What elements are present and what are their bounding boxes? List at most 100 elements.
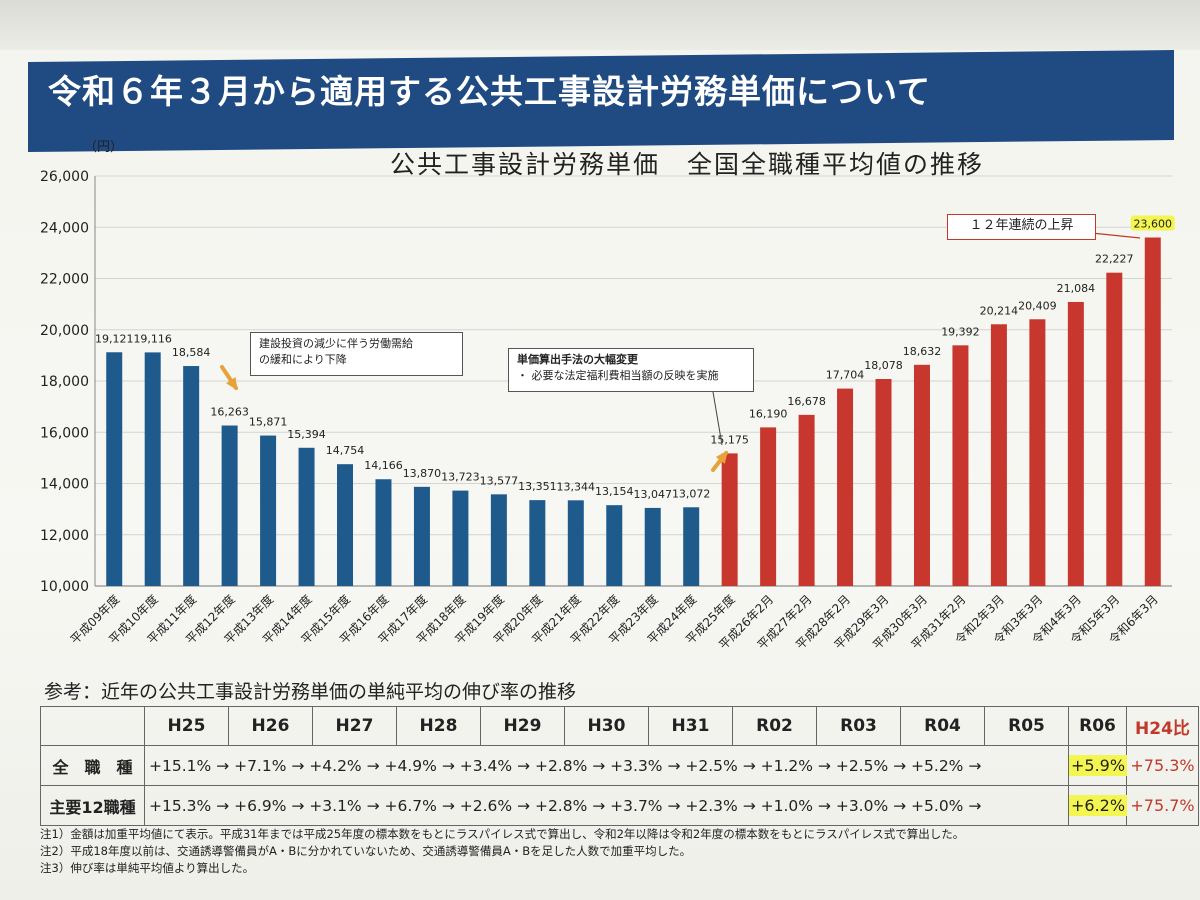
arrow-right-icon: → <box>286 756 310 775</box>
callout-decline-line-1: 建設投資の減少に伴う労働需給 <box>259 337 413 350</box>
arrow-right-icon: → <box>211 796 235 815</box>
bar-value-label: 23,600 <box>1134 218 1173 231</box>
bar-value-label: 13,351 <box>518 480 557 493</box>
bar-value-label: 14,166 <box>364 459 403 472</box>
bar-value-label: 13,072 <box>672 487 711 500</box>
arrow-right-icon: → <box>888 796 912 815</box>
growth-value-latest: +5.9% <box>1068 745 1128 786</box>
growth-value: +1.2% <box>760 756 813 775</box>
header-cell: R06 <box>1068 706 1127 746</box>
arrow-right-icon: → <box>361 796 385 815</box>
bar <box>721 453 738 586</box>
bar <box>490 494 507 586</box>
bar-chart: 10,000 12,000 14,000 16,000 18,000 20,000 22,0… <box>40 169 1175 652</box>
bar <box>1106 272 1123 586</box>
growth-value: +4.9% <box>384 756 437 775</box>
bar <box>106 352 123 586</box>
bar <box>221 425 238 586</box>
arrow-right-icon: → <box>436 796 460 815</box>
bar <box>567 500 584 586</box>
arrow-right-icon: → <box>211 756 235 775</box>
row-label: 主要12職種 <box>40 785 145 826</box>
growth-value: +15.1% <box>149 756 212 775</box>
growth-value: +5.0% <box>911 796 964 815</box>
bar-value-label: 19,392 <box>941 325 980 338</box>
bar-value-label: 16,263 <box>210 406 249 419</box>
growth-value: +1.0% <box>760 796 813 815</box>
page-top-edge <box>0 0 1200 50</box>
bar-value-label: 13,344 <box>557 480 596 493</box>
bar <box>375 479 392 586</box>
bar-value-label: 18,584 <box>172 346 211 359</box>
footnote-1: 注1）金額は加重平均値にて表示。平成31年までは平成25年度の標本数をもとにラス… <box>40 827 965 841</box>
growth-value: +2.8% <box>534 756 588 775</box>
bar-value-label: 18,632 <box>903 345 942 358</box>
arrow-right-icon: → <box>812 756 836 775</box>
header-cell: R04 <box>900 706 985 746</box>
callout-method-line-1: 単価算出手法の大幅変更 <box>517 353 638 366</box>
bar <box>837 388 854 586</box>
arrow-right-icon: → <box>737 756 761 775</box>
bar <box>337 464 354 586</box>
bar-value-label: 15,394 <box>287 428 326 441</box>
growth-value: +6.9% <box>234 796 287 815</box>
bar <box>144 352 161 586</box>
header-cell: H30 <box>564 706 649 746</box>
callout-consecutive-rise: １２年連続の上昇 <box>947 214 1096 240</box>
arrow-right-icon: → <box>662 756 686 775</box>
y-axis-unit: （円） <box>84 140 124 155</box>
arrow-right-icon: → <box>662 796 686 815</box>
bar-value-label: 19,121 <box>95 332 134 345</box>
table-row: 主要12職種 +15.3% → +6.9% → +3.1% → +6.7% → +… <box>40 785 1199 826</box>
bar-value-label: 13,577 <box>480 474 519 487</box>
growth-sequence-cell: +15.3% → +6.9% → +3.1% → +6.7% → +2.6% →… <box>144 785 1069 826</box>
growth-value: +3.0% <box>835 796 889 815</box>
bar-value-label: 13,723 <box>441 471 480 484</box>
bar <box>683 507 700 586</box>
growth-total: +75.7% <box>1126 785 1199 826</box>
header-cell: H25 <box>144 706 229 746</box>
header-cell-total: H24比 <box>1126 706 1199 746</box>
footnote-2: 注2）平成18年度以前は、交通誘導警備員がA・Bに分かれていないため、交通誘導警… <box>40 844 692 858</box>
bar-value-label: 13,047 <box>633 488 672 501</box>
callout-decline-line-2: の緩和により下降 <box>259 353 347 366</box>
bar-value-label: 13,154 <box>595 485 634 498</box>
growth-value: +2.5% <box>685 756 738 775</box>
arrow-up-icon-head <box>715 450 728 464</box>
footnotes: 注1）金額は加重平均値にて表示。平成31年までは平成25年度の標本数をもとにラス… <box>40 826 964 877</box>
arrow-right-icon: → <box>812 796 836 815</box>
arrow-right-icon: → <box>888 756 912 775</box>
bar-value-label: 16,190 <box>749 407 788 420</box>
header-cell: R03 <box>816 706 901 746</box>
bar-value-label: 20,409 <box>1018 299 1057 312</box>
bar-value-label: 17,704 <box>826 369 865 382</box>
arrow-right-icon: → <box>963 756 982 775</box>
growth-value: +2.8% <box>534 796 588 815</box>
bar-value-label: 21,084 <box>1057 282 1096 295</box>
header-cell: R02 <box>732 706 817 746</box>
header-cell: H29 <box>480 706 565 746</box>
bar <box>298 447 315 586</box>
y-tick-label: 20,000 <box>40 323 89 339</box>
bar <box>529 500 546 586</box>
arrow-right-icon: → <box>587 756 611 775</box>
bar <box>1144 237 1161 586</box>
chart-title: 公共工事設計労務単価 全国全職種平均値の推移 <box>390 150 985 179</box>
growth-rate-table: H25 H26 H27 H28 H29 H30 H31 R02 R03 R04 … <box>40 706 1199 826</box>
bar-value-label: 15,871 <box>249 416 288 429</box>
bar <box>990 324 1007 586</box>
y-tick-label: 24,000 <box>40 220 89 236</box>
bar-value-label: 20,214 <box>980 304 1019 317</box>
growth-total: +75.3% <box>1126 745 1199 786</box>
arrow-right-icon: → <box>436 756 460 775</box>
bar <box>1029 319 1046 586</box>
bar <box>183 366 200 586</box>
callout-method-line-2: ・ 必要な法定福利費相当額の反映を実施 <box>517 369 719 382</box>
growth-value: +2.6% <box>459 796 513 815</box>
y-tick-label: 14,000 <box>40 477 89 493</box>
growth-value: +2.3% <box>685 796 738 815</box>
bar-value-label: 14,754 <box>326 444 365 457</box>
y-tick-label: 22,000 <box>40 272 89 288</box>
bar-value-label: 15,175 <box>710 433 749 446</box>
bar <box>760 427 777 586</box>
